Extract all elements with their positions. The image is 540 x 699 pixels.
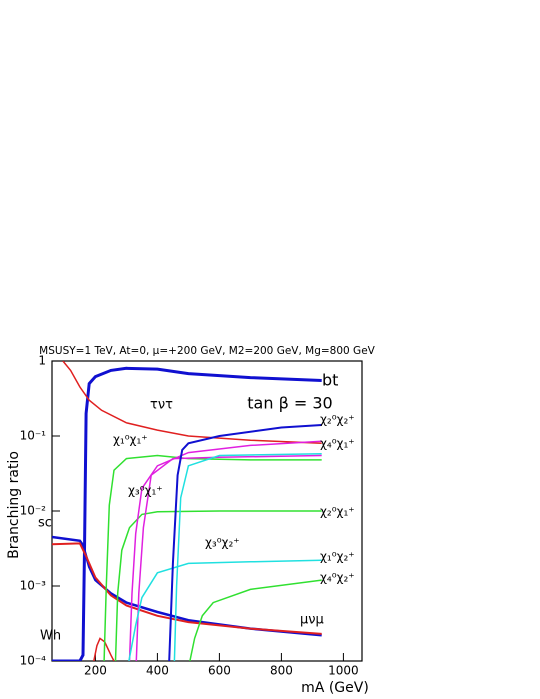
line-label: τντ	[150, 398, 173, 413]
line-label: χ₂⁰χ₂⁺	[320, 413, 355, 427]
x-tick-label: 400	[146, 664, 169, 678]
x-tick-label: 1000	[328, 664, 359, 678]
series-line	[135, 454, 322, 661]
x-tick-label: 600	[208, 664, 231, 678]
line-label: Wh	[40, 629, 61, 644]
x-tick-label: 800	[270, 664, 293, 678]
y-tick-label: 10⁻³	[20, 579, 47, 593]
x-axis-label: mA (GeV)	[301, 680, 369, 696]
series-line	[52, 542, 322, 635]
annotation: tan β = 30	[247, 394, 332, 413]
line-label: χ₁⁰χ₁⁺	[113, 433, 148, 447]
series-line	[168, 424, 322, 661]
y-axis-label: Branching ratio	[6, 451, 22, 559]
line-label: χ₂⁰χ₁⁺	[320, 505, 355, 519]
chart-title: MSUSY=1 TeV, At=0, μ=+200 GeV, M2=200 Ge…	[39, 345, 375, 357]
line-label: sc	[38, 516, 52, 531]
series-line	[52, 535, 322, 637]
y-tick-label: 10⁻⁴	[20, 654, 47, 668]
y-tick-label: 1	[38, 354, 46, 368]
series-line	[103, 454, 322, 661]
line-label: bt	[322, 371, 338, 390]
series-line	[62, 361, 322, 445]
y-tick-label: 10⁻²	[20, 504, 47, 518]
y-tick-label: 10⁻¹	[20, 429, 47, 443]
series-line	[189, 579, 322, 661]
line-label: χ₄⁰χ₂⁺	[320, 571, 355, 585]
line-label: χ₃⁰χ₁⁺	[128, 484, 163, 498]
series-line	[52, 366, 322, 661]
series-line	[128, 559, 322, 661]
plot-lines	[52, 361, 322, 661]
line-label: χ₁⁰χ₂⁺	[320, 550, 355, 564]
series-line	[114, 510, 322, 661]
series-line	[173, 452, 322, 661]
line-label: χ₃⁰χ₂⁺	[205, 536, 240, 550]
series-line	[128, 440, 322, 661]
line-label: μνμ	[300, 613, 324, 628]
series-line	[93, 637, 115, 661]
line-label: χ₄⁰χ₁⁺	[320, 437, 355, 451]
x-tick-label: 200	[84, 664, 107, 678]
